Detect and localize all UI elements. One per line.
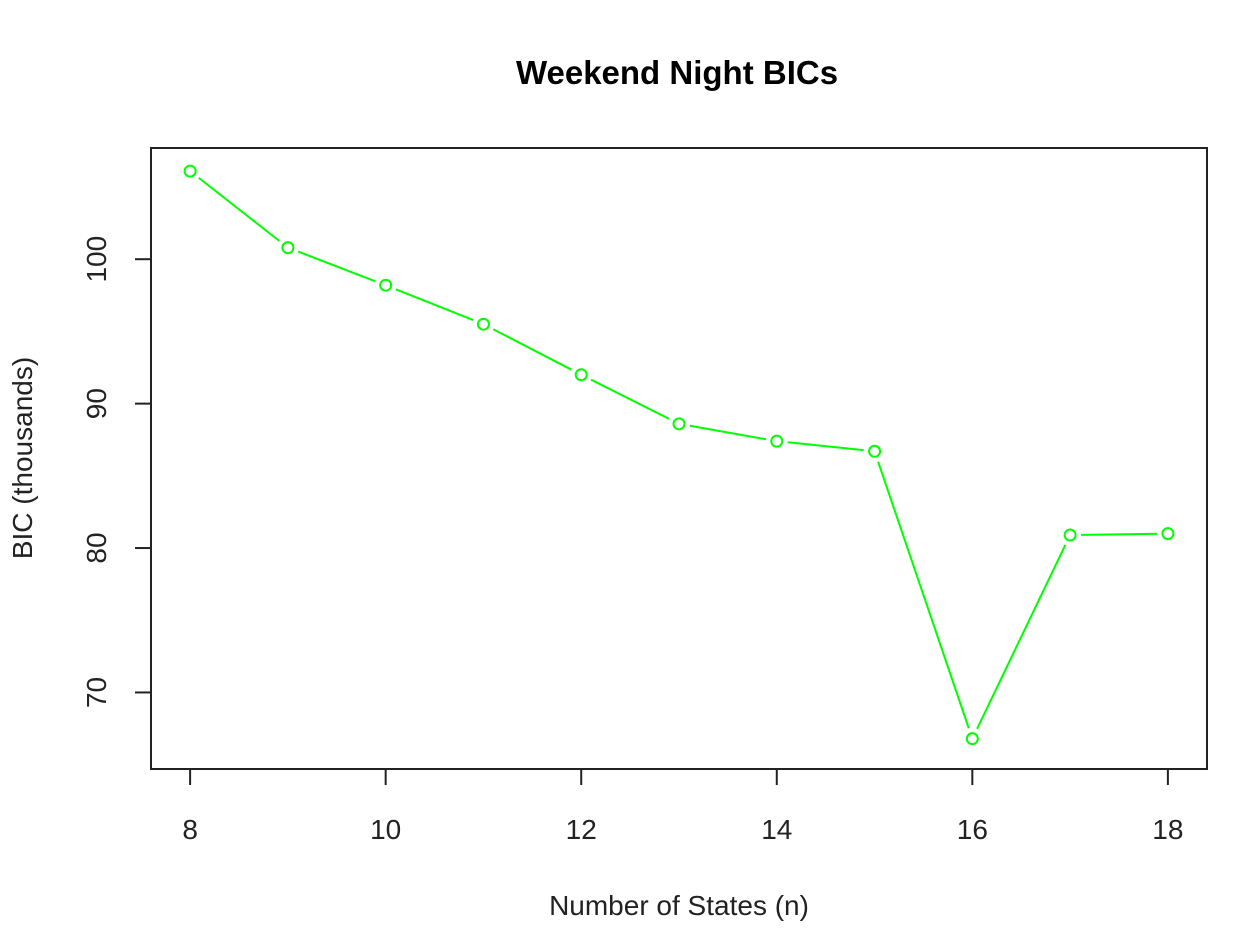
series-layer bbox=[183, 164, 1175, 746]
data-point-n17 bbox=[1063, 528, 1077, 542]
y-tick-label-90: 90 bbox=[81, 388, 112, 419]
x-tick-label-10: 10 bbox=[370, 814, 401, 845]
data-point-n8 bbox=[183, 164, 197, 178]
plot-frame bbox=[150, 147, 1208, 770]
y-tick-label-70: 70 bbox=[81, 677, 112, 708]
series-0-segment-3 bbox=[492, 328, 572, 371]
data-point-n11 bbox=[476, 317, 490, 331]
y-axis-label: BIC (thousands) bbox=[7, 357, 38, 559]
series-0-segment-9 bbox=[1081, 532, 1157, 536]
series-0-segment-0 bbox=[198, 177, 280, 242]
series-0-segment-8 bbox=[976, 544, 1067, 730]
series-0-segment-4 bbox=[590, 378, 670, 420]
series-0-segment-5 bbox=[689, 424, 767, 441]
x-axis-label: Number of States (n) bbox=[549, 890, 809, 921]
y-tick-label-80: 80 bbox=[81, 532, 112, 563]
x-tick-label-16: 16 bbox=[957, 814, 988, 845]
data-point-n12 bbox=[574, 368, 588, 382]
x-tick-label-12: 12 bbox=[566, 814, 597, 845]
series-0-segment-6 bbox=[787, 441, 864, 452]
x-tick-label-18: 18 bbox=[1152, 814, 1183, 845]
data-point-n13 bbox=[672, 417, 686, 431]
y-tick-label-100: 100 bbox=[81, 236, 112, 283]
y-axis: 70 80 90 100 bbox=[81, 236, 151, 708]
series-0-segment-1 bbox=[297, 250, 376, 283]
data-point-n9 bbox=[281, 241, 295, 255]
data-point-n10 bbox=[379, 278, 393, 292]
x-tick-label-8: 8 bbox=[182, 814, 198, 845]
chart-title: Weekend Night BICs bbox=[516, 54, 838, 91]
series-0-segment-7 bbox=[877, 461, 970, 729]
data-point-n18 bbox=[1161, 527, 1175, 541]
x-axis: 8 10 12 14 16 18 bbox=[182, 769, 1183, 845]
x-tick-label-14: 14 bbox=[761, 814, 792, 845]
data-point-n15 bbox=[868, 444, 882, 458]
series-0-segment-2 bbox=[395, 288, 474, 322]
data-point-n14 bbox=[770, 434, 784, 448]
data-point-n16 bbox=[965, 732, 979, 746]
